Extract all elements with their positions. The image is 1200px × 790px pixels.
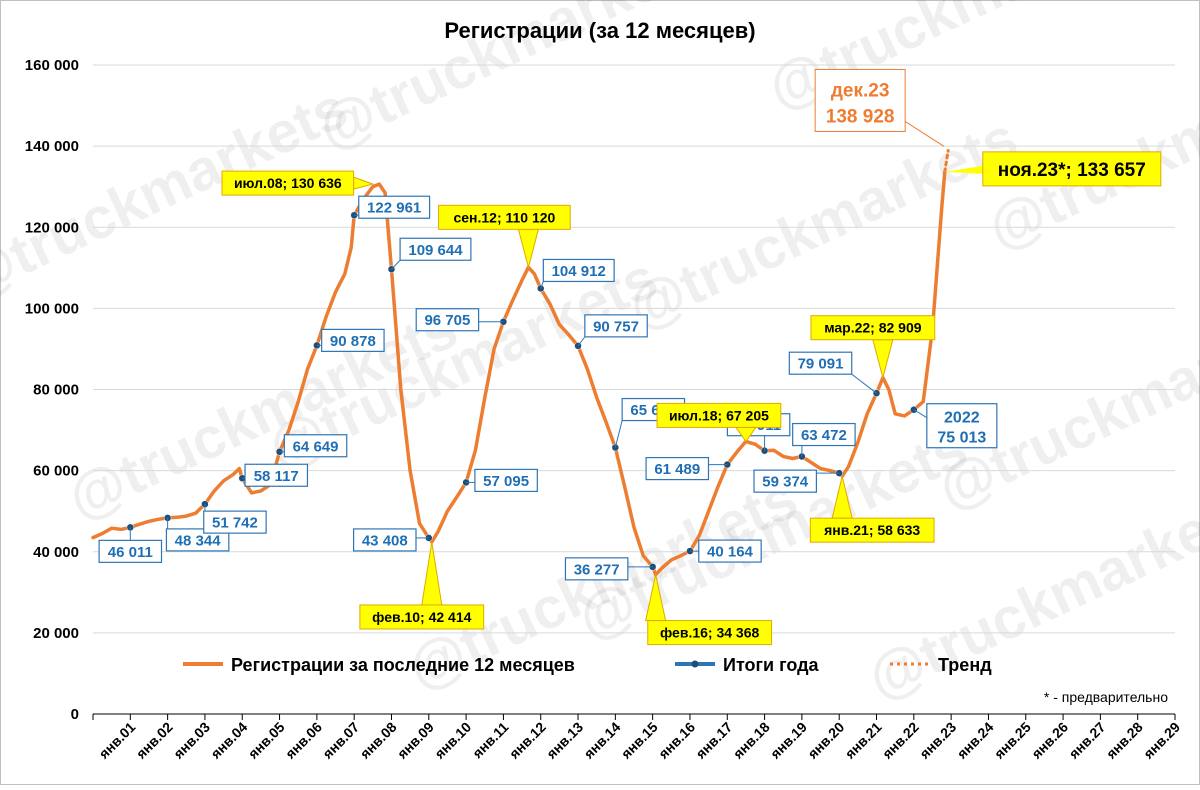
callout-box-extreme: [810, 315, 936, 341]
callout-label-total: 64 649: [293, 438, 339, 455]
callout-label-extreme: фев.16; 34 368: [660, 625, 760, 641]
callout-label-extreme: сен.12; 110 120: [453, 209, 555, 225]
callout-label-total: 48 344: [175, 532, 222, 549]
callout-label-extreme: фев.10; 42 414: [372, 609, 472, 625]
legend-label: Итоги года: [723, 655, 820, 675]
callout-box-total: [358, 195, 431, 219]
callout-label-total: 36 277: [574, 561, 620, 578]
y-tick-label: 60 000: [33, 463, 79, 480]
callout-leader: [851, 373, 877, 394]
callout-box-total: [352, 528, 417, 552]
callout-box-extreme: [438, 204, 571, 230]
callout-label-total: 46 011: [108, 544, 153, 561]
callout-box-trend: [814, 68, 906, 132]
callout-label-trend-month: дек.23: [831, 80, 890, 101]
callout-box-total: [244, 463, 309, 487]
callout-label-latest: ноя.23*; 133 657: [998, 160, 1146, 181]
callout-box-extreme: [647, 620, 773, 646]
y-tick-label: 140 000: [25, 138, 79, 155]
callout-label-total: 122 961: [367, 200, 421, 217]
y-tick-label: 0: [71, 706, 79, 723]
callout-label-year: 2022: [944, 410, 980, 427]
callout-label-total: 59 374: [762, 474, 809, 491]
callout-box-total: [283, 434, 348, 458]
callout-label-trend-value: 138 928: [826, 106, 895, 127]
callout-box-total: [753, 469, 818, 493]
callout-box-total-2022: [926, 403, 998, 449]
callout-label-total: 43 408: [362, 532, 408, 549]
y-tick-label: 80 000: [33, 382, 79, 399]
callout-box-total: [542, 258, 615, 283]
callout-box-total: [98, 539, 163, 563]
callout-box-total: [645, 456, 710, 481]
callout-label-total: 75 013: [937, 430, 986, 447]
callout-box-extreme: [359, 604, 485, 630]
series-line-trend: [943, 148, 950, 174]
y-tick-label: 100 000: [25, 300, 79, 317]
callout-box-total: [415, 308, 480, 332]
callout-label-total: 58 117: [254, 468, 299, 485]
legend-label: Тренд: [938, 655, 992, 675]
callout-leader: [391, 259, 401, 270]
callout-leader: [904, 121, 945, 147]
callout-box-total: [698, 539, 762, 563]
callout-box-total: [788, 351, 853, 375]
y-tick-label: 40 000: [33, 544, 79, 561]
legend: Регистрации за последние 12 месяцев Итоги…: [183, 655, 992, 675]
callout-leader: [540, 281, 544, 289]
callout-label-total: 104 912: [552, 263, 606, 280]
footnote: * - предварительно: [1044, 689, 1168, 705]
callout-box-total: [321, 328, 385, 352]
chart-title: Регистрации (за 12 месяцев): [444, 18, 755, 43]
callout-box-extreme: [221, 170, 355, 196]
callout-label-total: 63 472: [801, 427, 847, 444]
legend-label: Регистрации за последние 12 месяцев: [231, 655, 575, 675]
callout-pointer-latest: [944, 165, 983, 174]
y-tick-label: 160 000: [25, 57, 79, 74]
callout-label-extreme: июл.18; 67 205: [669, 407, 769, 423]
callout-label-total: 57 095: [483, 473, 529, 490]
legend-marker-totals: [691, 660, 699, 668]
callout-box-total: [474, 468, 538, 493]
callout-label-total: 51 742: [212, 515, 258, 532]
callout-label-total: 96 705: [424, 312, 470, 329]
callout-label-extreme: мар.22; 82 909: [824, 320, 922, 336]
callout-label-extreme: янв.21; 58 633: [824, 522, 920, 538]
callout-box-total: [564, 557, 629, 581]
callout-box-latest: [982, 151, 1162, 187]
callout-box-total: [584, 314, 648, 338]
callout-label-total: 79 091: [798, 356, 844, 373]
callout-leader: [577, 336, 586, 347]
callout-label-total: 90 757: [593, 318, 639, 335]
callout-leader: [913, 409, 928, 419]
gridlines: [93, 64, 1175, 634]
y-tick-label: 120 000: [25, 219, 79, 236]
callout-label-total: 61 489: [654, 461, 700, 478]
y-tick-label: 20 000: [33, 625, 79, 642]
callout-box-extreme: [656, 402, 782, 428]
callout-box-total: [165, 528, 230, 552]
callout-label-total: 109 644: [408, 242, 463, 259]
callout-label-extreme: июл.08; 130 636: [234, 175, 342, 191]
y-axis: 0 20 000 40 000 60 000 80 000 100 000 120 000 1…: [25, 57, 79, 723]
callout-box-extreme: [809, 517, 935, 543]
callout-leader: [614, 420, 623, 448]
callout-label-total: 40 164: [707, 544, 754, 561]
callout-box-total: [203, 510, 267, 534]
callout-label-total: 90 878: [330, 333, 376, 350]
callout-box-total: [792, 422, 856, 447]
callout-box-total: [399, 237, 472, 261]
